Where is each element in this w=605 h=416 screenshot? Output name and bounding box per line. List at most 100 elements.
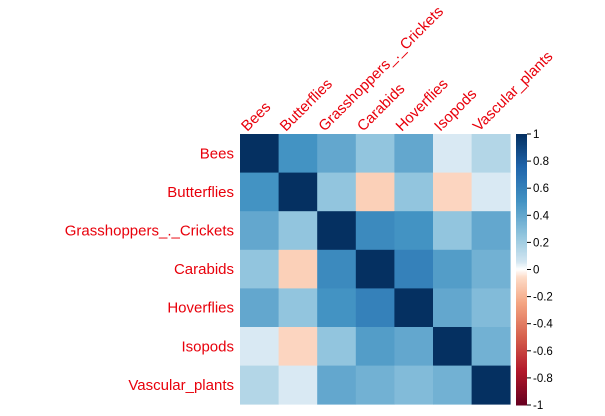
color-legend-segment [516, 181, 527, 184]
heatmap-cell [471, 365, 511, 405]
color-legend-segment [516, 205, 527, 208]
heatmap-cell [240, 288, 279, 328]
heatmap-cell [278, 249, 318, 289]
color-legend-segment [516, 369, 527, 372]
color-legend-segment [516, 135, 527, 138]
color-legend-segment [516, 292, 527, 295]
heatmap-cell [240, 134, 279, 173]
color-legend-segment [516, 384, 527, 387]
color-legend-segment [516, 155, 527, 158]
heatmap-cell [433, 327, 472, 366]
heatmap-cell [433, 249, 472, 289]
heatmap-cell [471, 211, 511, 251]
color-legend-segment [516, 375, 527, 378]
color-legend-segment [516, 231, 527, 234]
color-legend-segment [516, 288, 527, 291]
color-legend-segment [516, 157, 527, 159]
color-legend-segment [516, 138, 527, 140]
color-legend-segment [516, 245, 527, 247]
color-legend-segment [516, 203, 527, 205]
color-legend-segment [516, 223, 527, 226]
heatmap-cell [355, 211, 395, 251]
color-legend-segment [516, 367, 527, 369]
color-legend-segment [516, 142, 527, 144]
color-legend-segment [516, 165, 527, 168]
heatmap-cells [240, 134, 511, 405]
heatmap-cell [317, 288, 357, 328]
heatmap-cell [355, 327, 395, 366]
heatmap-cell [433, 211, 472, 251]
color-legend-segment [516, 188, 527, 191]
color-legend-segment [516, 158, 527, 161]
heatmap-cell [278, 327, 318, 366]
color-legend-segment [516, 207, 527, 210]
color-legend-segment [516, 296, 527, 299]
color-legend-segment [516, 398, 527, 401]
color-legend-segment [516, 307, 527, 310]
heatmap-cell [394, 288, 434, 328]
color-legend-segment [516, 276, 527, 279]
color-legend-segment [516, 346, 527, 349]
color-legend-segment [516, 402, 527, 405]
color-legend-segment [516, 392, 527, 395]
color-legend-tick-label: 0.6 [533, 183, 549, 195]
color-legend-segment [516, 396, 527, 399]
heatmap-cell [355, 288, 395, 328]
color-legend-segment [516, 246, 527, 249]
color-legend-segment [516, 356, 527, 359]
color-legend-segment [516, 197, 527, 200]
heatmap-cell [317, 327, 357, 366]
color-legend-tick-label: -0.8 [533, 373, 553, 385]
color-legend-segment [516, 192, 527, 195]
color-legend-segment [516, 266, 527, 269]
color-legend-segment [516, 178, 527, 181]
color-legend-segment [516, 342, 527, 345]
color-legend-segment [516, 377, 527, 380]
color-legend-segment [516, 190, 527, 193]
color-legend-tick-label: 0.8 [533, 156, 549, 168]
color-legend-segment [516, 320, 527, 323]
color-legend-segment [516, 315, 527, 318]
color-legend-segment [516, 211, 527, 214]
color-legend-segment [516, 148, 527, 151]
color-legend-segment [516, 182, 527, 185]
heatmap-cell [394, 365, 434, 405]
color-legend-segment [516, 400, 527, 403]
color-legend-segment [516, 269, 527, 272]
color-legend-segment [516, 261, 527, 264]
color-legend-segment [516, 215, 527, 218]
row-label: Hoverflies [167, 300, 234, 317]
color-legend-segment [516, 379, 527, 382]
color-legend-segment [516, 281, 527, 284]
color-legend-segment [516, 348, 527, 350]
color-legend-segment [516, 278, 527, 281]
color-legend-segment [516, 344, 527, 346]
color-legend-segment [516, 338, 527, 341]
color-legend-segment [516, 330, 527, 333]
color-legend-segment [516, 234, 527, 237]
color-legend-segment [516, 337, 527, 340]
heatmap-cell [433, 172, 472, 212]
color-legend-segment [516, 140, 527, 143]
color-legend-segment [516, 212, 527, 215]
heatmap-cell [471, 172, 511, 212]
color-legend-segment [516, 180, 527, 182]
color-legend-segment [516, 167, 527, 170]
heatmap-cell [394, 249, 434, 289]
color-legend-segment [516, 316, 527, 319]
color-legend-segment [516, 312, 527, 315]
color-legend-segment [516, 174, 527, 177]
heatmap-cell [394, 134, 434, 173]
color-legend-segment [516, 139, 527, 142]
row-label: Butterflies [167, 184, 234, 201]
color-legend-segment [516, 388, 527, 391]
row-label: Isopods [181, 338, 234, 355]
color-legend-segment [516, 302, 527, 304]
color-legend-tick-label: 0.4 [533, 210, 550, 222]
heatmap-cell [355, 134, 395, 173]
color-legend-segment [516, 232, 527, 235]
heatmap-cell [278, 134, 318, 173]
color-legend-segment [516, 200, 527, 203]
color-legend-segment [516, 297, 527, 300]
heatmap-cell [394, 172, 434, 212]
